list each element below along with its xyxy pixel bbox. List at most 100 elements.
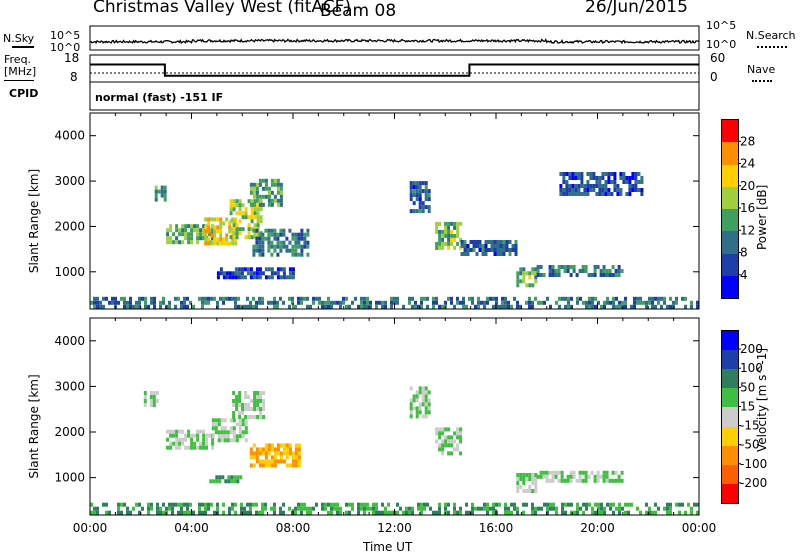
power-echo-cell [424,181,428,186]
power-echo-cell [144,296,147,301]
power-echo-cell [234,275,238,280]
power-echo-cell [496,244,500,248]
velocity-echo-cell [202,441,206,446]
velocity-echo-cell [624,510,627,515]
power-echo-cell [375,304,378,309]
power-echo-cell [300,244,304,249]
power-echo-cell [528,300,531,305]
velocity-echo-cell [279,506,282,511]
power-echo-cell [234,271,238,276]
power-echo-cell [253,235,257,240]
power-echo-cell [435,241,439,246]
power-echo-cell [603,304,606,309]
velocity-echo-cell [666,502,669,507]
cpid-label: CPID [9,87,39,100]
power-echo-cell [250,199,254,204]
power-echo-cell [163,193,167,198]
power-echo-cell [342,300,345,305]
power-echo-cell [216,237,220,242]
power-echo-cell [471,296,474,301]
power-echo-cell [276,275,280,280]
power-echo-cell [511,248,515,252]
power-echo-cell [622,176,626,180]
power-echo-cell [183,304,186,309]
velocity-echo-cell [333,502,336,507]
power-echo-cell [453,304,456,309]
velocity-echo-cell [184,433,188,438]
velocity-echo-cell [567,502,570,507]
velocity-echo-cell [588,502,591,507]
power-echo-cell [178,228,182,233]
power-echo-cell [219,271,223,276]
velocity-echo-cell [149,399,153,403]
power-echo-cell [453,225,457,230]
velocity-echo-cell [456,447,460,452]
power-echo-cell [561,296,564,301]
velocity-echo-cell [261,502,264,507]
power-echo-cell [595,180,599,184]
velocity-echo-cell [459,451,463,456]
velocity-echo-cell [424,390,428,395]
velocity-echo-cell [175,445,179,450]
power-echo-cell [147,304,150,309]
power-echo-cell [456,296,459,301]
power-echo-cell [612,300,615,305]
velocity-echo-cell [551,470,555,475]
power-echo-cell [252,182,256,187]
velocity-y-tick-label: 3000 [54,379,85,393]
power-echo-cell [306,252,310,257]
velocity-echo-cell [193,445,197,450]
power-echo-cell [270,202,274,207]
velocity-echo-cell [205,433,209,438]
power-echo-cell [420,296,423,301]
power-echo-cell [525,283,529,288]
velocity-echo-cell [531,489,535,493]
power-echo-cell [175,240,179,245]
velocity-echo-cell [563,478,567,483]
velocity-echo-cell [684,510,687,515]
power-echo-cell [276,236,280,241]
power-echo-cell [256,203,260,208]
velocity-echo-cell [224,479,228,484]
velocity-echo-cell [261,506,264,511]
velocity-echo-cell [253,399,257,403]
power-echo-cell [501,300,504,305]
power-echo-cell [543,300,546,305]
velocity-echo-cell [244,415,248,419]
velocity-echo-cell [427,410,431,415]
velocity-echo-cell [600,510,603,515]
power-echo-cell [288,228,292,233]
velocity-echo-cell [232,438,236,443]
velocity-echo-cell [273,451,277,456]
velocity-echo-cell [187,429,191,434]
power-echo-cell [516,275,520,280]
velocity-echo-cell [421,394,425,399]
power-echo-cell [300,296,303,301]
velocity-echo-cell [438,431,442,436]
power-echo-cell [438,221,442,226]
power-echo-cell [577,192,581,196]
power-colorbar [721,119,739,299]
power-echo-cell [438,304,441,309]
velocity-echo-cell [587,474,591,479]
velocity-echo-cell [534,481,538,485]
power-echo-cell [591,304,594,309]
velocity-echo-cell [438,502,441,507]
power-echo-cell [551,269,555,273]
velocity-echo-cell [513,506,516,511]
velocity-echo-cell [492,506,495,511]
power-echo-cell [267,198,271,203]
power-echo-cell [450,233,454,238]
velocity-echo-cell [418,390,422,395]
velocity-echo-cell [96,506,99,511]
power-echo-cell [201,304,204,309]
power-echo-cell [237,271,241,276]
power-echo-cell [255,244,259,249]
velocity-echo-cell [366,502,369,507]
velocity-echo-cell [196,437,200,442]
velocity-echo-cell [279,459,283,464]
power-echo-cell [288,296,291,301]
power-echo-cell [246,271,250,276]
power-echo-cell [249,271,253,276]
